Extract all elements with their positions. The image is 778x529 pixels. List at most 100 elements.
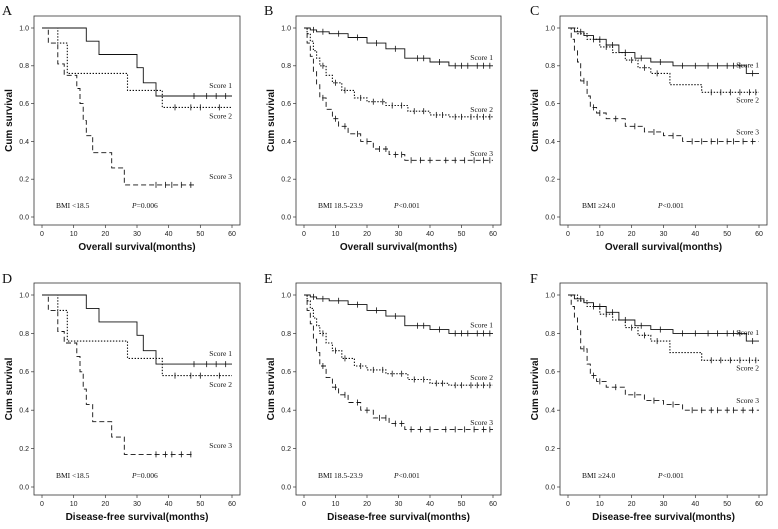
plot-frame (559, 282, 768, 496)
series-line-2 (42, 294, 232, 377)
bmi-annotation: BMI <18.5 (56, 471, 90, 480)
panel-a: A 0.0 0.2 0.4 0.6 0.8 1.0 0 10 20 30 40 50 60 Overall … (2, 4, 241, 253)
plot-frame (295, 282, 502, 496)
x-tick-label: 10 (596, 501, 604, 508)
plot-frame (33, 15, 241, 226)
y-tick-label: 0.6 (281, 101, 291, 108)
panel-letter: F (530, 272, 538, 287)
y-tick-label: 0.0 (19, 484, 29, 491)
series-label-2: Score 2 (470, 373, 493, 382)
y-tick-label: 0.0 (545, 214, 555, 221)
x-tick-label: 30 (660, 501, 668, 508)
y-tick-label: 0.2 (19, 177, 29, 184)
x-axis-title: Disease-free survival(months) (592, 512, 735, 523)
x-tick-label: 40 (691, 231, 699, 238)
y-tick-label: 0.8 (19, 331, 29, 338)
x-tick-label: 60 (489, 501, 497, 508)
bmi-annotation: BMI ≥24.0 (582, 201, 616, 210)
series-line-3 (568, 27, 759, 142)
y-tick-label: 0.8 (545, 63, 555, 70)
series-line-2 (568, 27, 759, 93)
panel-letter: E (264, 272, 273, 287)
x-tick-label: 30 (395, 231, 403, 238)
x-axis-title: Disease-free survival(months) (327, 512, 470, 523)
panel-letter: D (2, 272, 12, 287)
y-tick-label: 0.6 (545, 369, 555, 376)
plot-frame (33, 282, 241, 496)
x-tick-label: 10 (596, 231, 604, 238)
x-tick-label: 10 (70, 501, 78, 508)
plot-frame (559, 15, 768, 226)
y-tick-label: 0.2 (281, 446, 291, 453)
series-line-3 (42, 27, 194, 186)
panel-f: F 0.0 0.2 0.4 0.6 0.8 1.0 0 10 20 30 40 50 60 Disease-… (530, 272, 768, 523)
y-tick-label: 0.0 (281, 484, 291, 491)
plot-frame (295, 15, 502, 226)
series-label-2: Score 2 (209, 380, 232, 389)
series-line-3 (42, 294, 194, 455)
y-tick-label: 1.0 (281, 292, 291, 299)
series-line-1 (568, 27, 759, 74)
x-tick-label: 20 (101, 231, 109, 238)
y-axis-title: Cum survival (4, 357, 15, 420)
y-tick-label: 0.0 (19, 214, 29, 221)
series-label-3: Score 3 (209, 172, 232, 181)
p-value-annotation: P=0.006 (131, 201, 158, 210)
bmi-annotation: BMI ≥24.0 (582, 471, 616, 480)
y-tick-label: 0.6 (19, 369, 29, 376)
x-tick-label: 0 (302, 501, 306, 508)
y-tick-label: 1.0 (19, 292, 29, 299)
series-label-3: Score 3 (470, 149, 493, 158)
series-label-3: Score 3 (470, 418, 493, 427)
x-tick-label: 40 (165, 231, 173, 238)
y-axis-title: Cum survival (530, 357, 541, 420)
x-axis-title: Overall survival(months) (78, 242, 195, 253)
series-label-2: Score 2 (736, 95, 759, 104)
y-tick-label: 1.0 (545, 25, 555, 32)
series-label-2: Score 2 (470, 105, 493, 114)
series-line-3 (568, 294, 759, 411)
y-tick-label: 0.8 (281, 331, 291, 338)
y-tick-label: 0.4 (545, 139, 555, 146)
x-tick-label: 60 (755, 501, 763, 508)
series-line-1 (304, 294, 493, 334)
x-axis-title: Overall survival(months) (340, 242, 457, 253)
x-tick-label: 60 (228, 231, 236, 238)
series-label-2: Score 2 (736, 363, 759, 372)
x-tick-label: 50 (458, 501, 466, 508)
bmi-annotation: BMI 18.5-23.9 (318, 201, 363, 210)
y-tick-label: 1.0 (281, 25, 291, 32)
y-tick-label: 1.0 (19, 25, 29, 32)
x-tick-label: 40 (426, 501, 434, 508)
y-tick-label: 0.0 (281, 214, 291, 221)
y-tick-label: 0.2 (545, 446, 555, 453)
panel-c: C 0.0 0.2 0.4 0.6 0.8 1.0 0 10 20 30 40 50 60 Overall … (530, 4, 768, 253)
x-tick-label: 50 (723, 501, 731, 508)
y-tick-label: 0.8 (281, 63, 291, 70)
x-tick-label: 20 (363, 501, 371, 508)
x-tick-label: 60 (755, 231, 763, 238)
series-label-1: Score 1 (209, 81, 232, 90)
panel-letter: A (2, 4, 13, 19)
series-line-1 (42, 294, 232, 365)
series-label-1: Score 1 (736, 328, 759, 337)
series-label-1: Score 1 (209, 349, 232, 358)
panel-e: E 0.0 0.2 0.4 0.6 0.8 1.0 0 10 20 30 40 50 60 Disease-… (264, 272, 502, 523)
series-line-1 (568, 294, 759, 342)
p-value-annotation: P<0.001 (657, 201, 684, 210)
y-tick-label: 0.6 (281, 369, 291, 376)
y-tick-label: 0.8 (19, 63, 29, 70)
series-label-3: Score 3 (736, 396, 759, 405)
series-label-1: Score 1 (470, 53, 493, 62)
x-tick-label: 30 (660, 231, 668, 238)
series-line-1 (42, 27, 232, 97)
y-tick-label: 0.2 (545, 177, 555, 184)
x-tick-label: 10 (332, 501, 340, 508)
x-tick-label: 10 (332, 231, 340, 238)
panel-d: D 0.0 0.2 0.4 0.6 0.8 1.0 0 10 20 30 40 50 60 Disease-… (2, 272, 241, 523)
x-tick-label: 30 (133, 231, 141, 238)
series-label-3: Score 3 (736, 127, 759, 136)
x-tick-label: 50 (458, 231, 466, 238)
y-tick-label: 0.2 (19, 446, 29, 453)
series-line-3 (304, 27, 493, 161)
